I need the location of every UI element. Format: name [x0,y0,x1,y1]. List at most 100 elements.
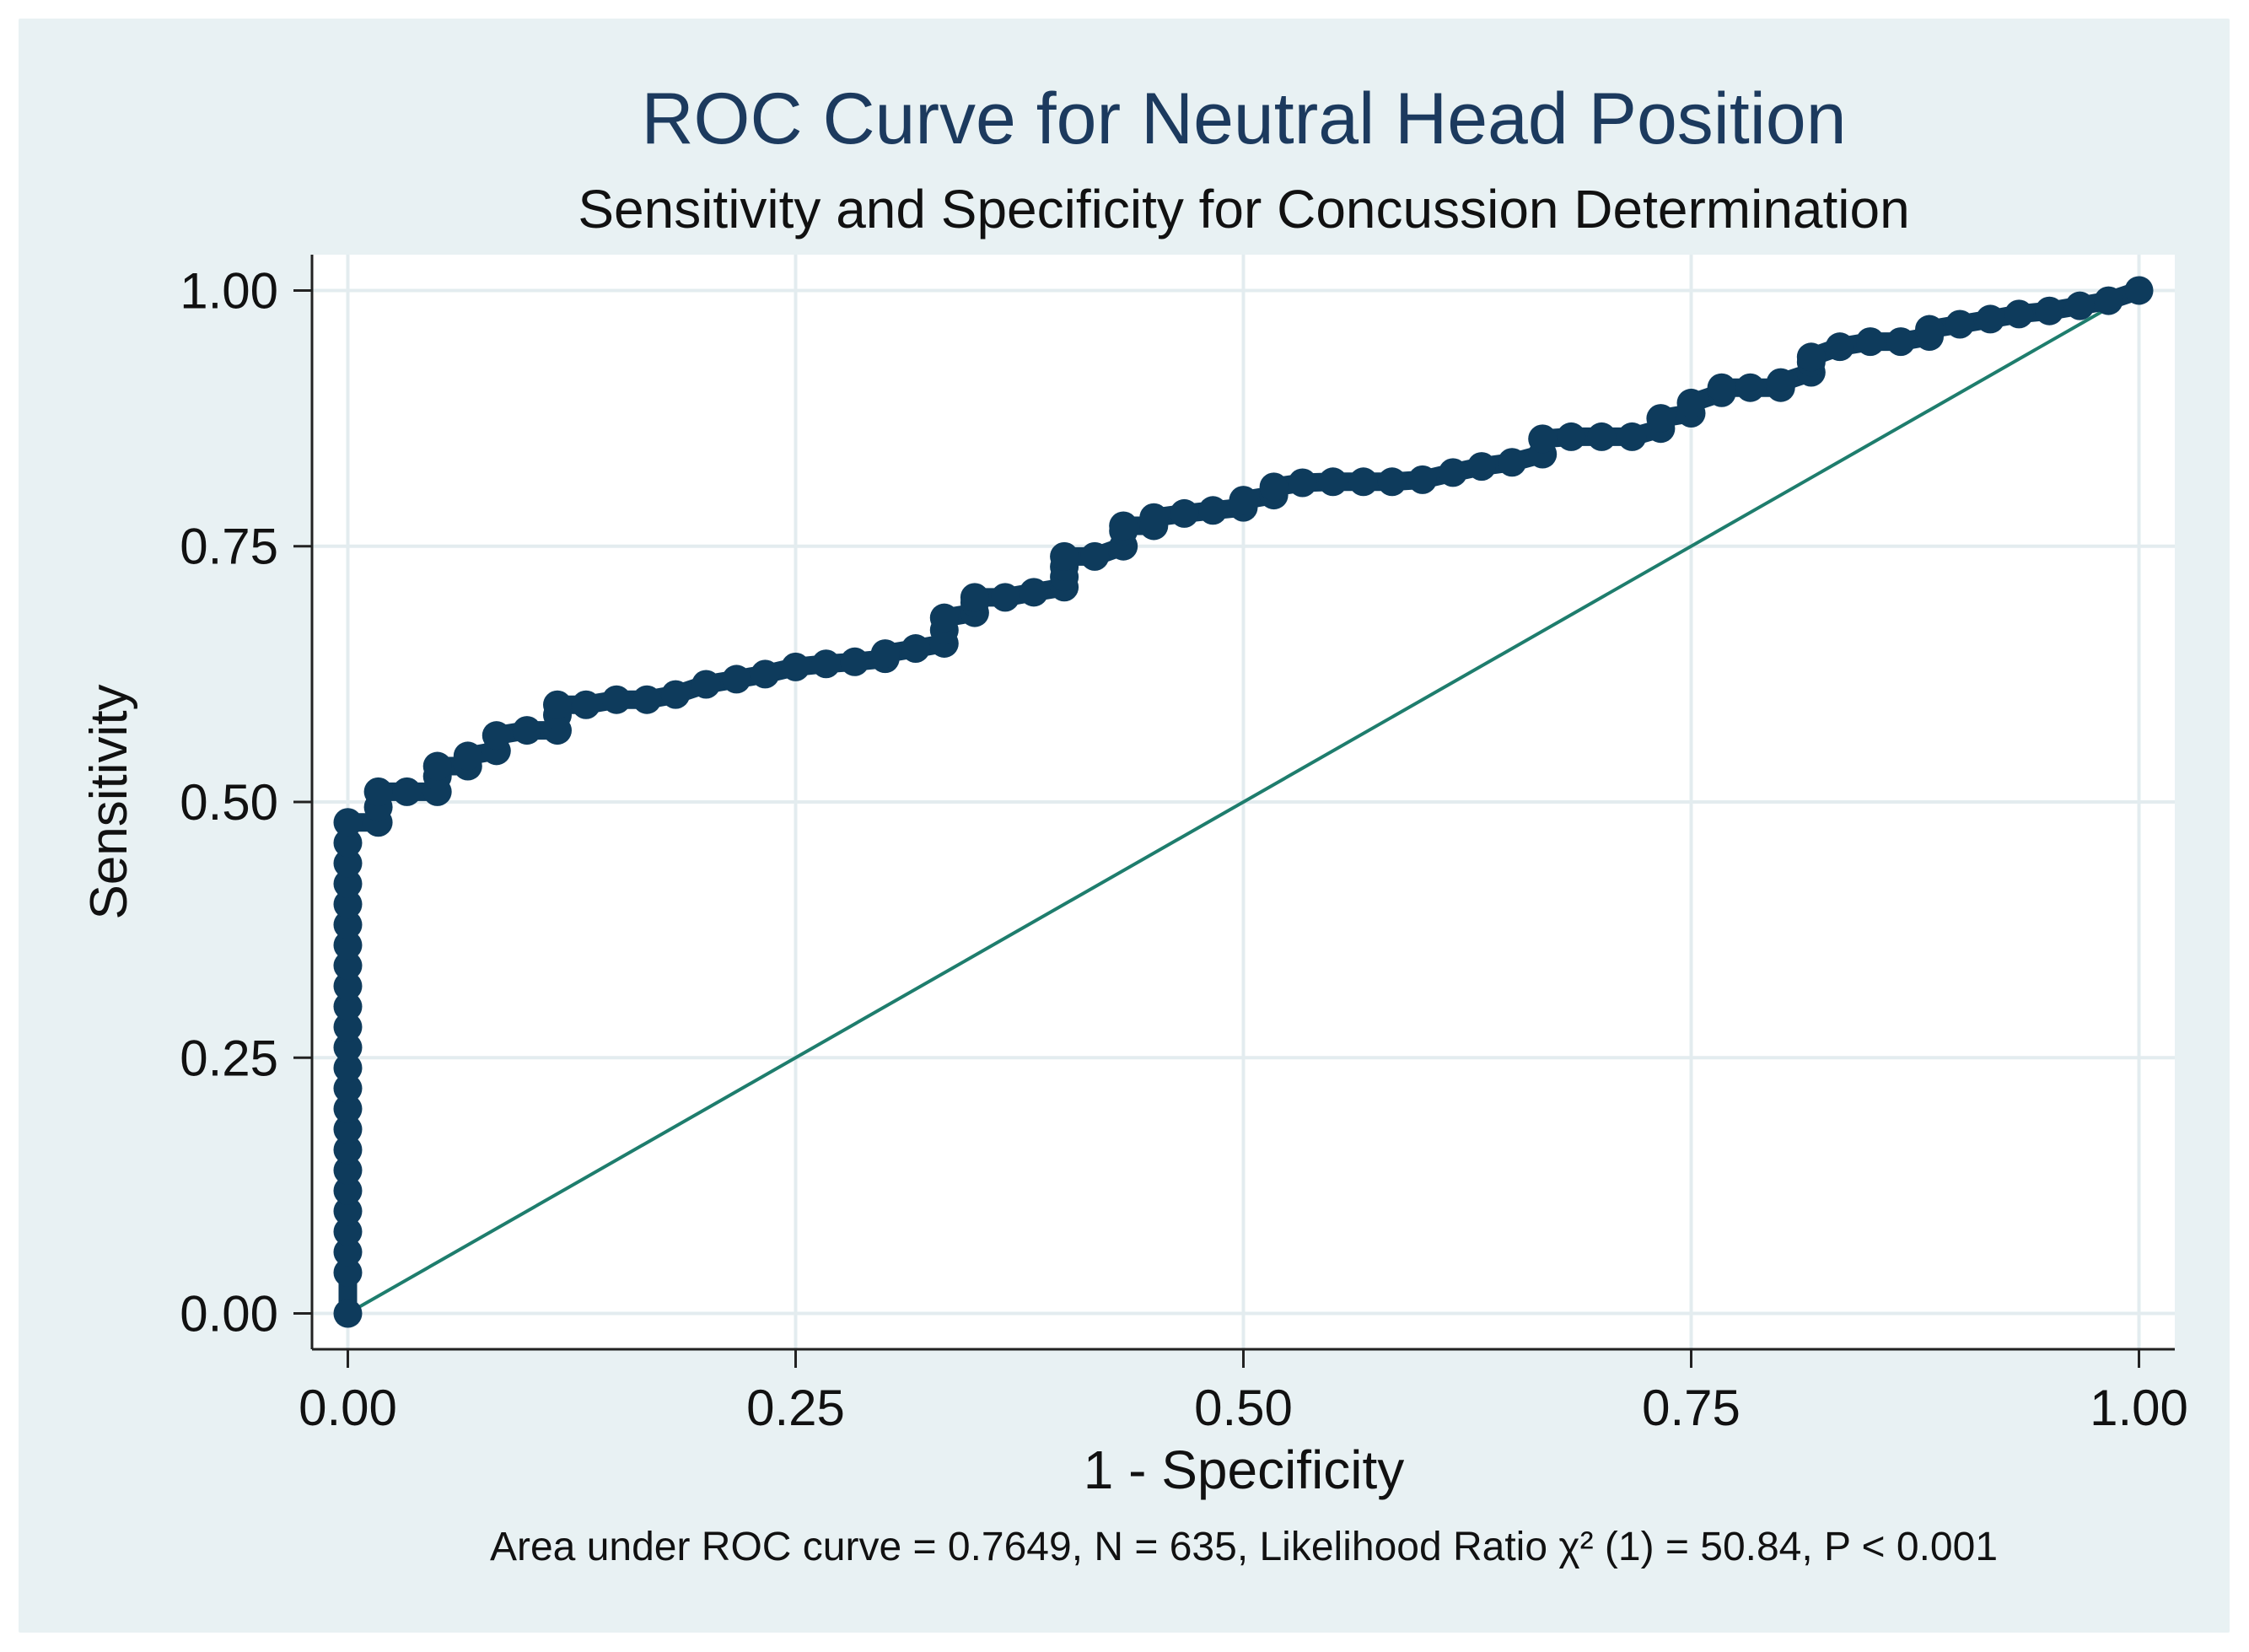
roc-point-10 [333,1074,363,1103]
roc-point-20 [333,869,363,899]
roc-point-111 [2094,286,2123,315]
roc-point-73 [1229,486,1258,515]
roc-point-63 [1050,541,1079,571]
roc-point-18 [333,910,363,939]
roc-point-21 [333,848,363,878]
roc-point-79 [1377,467,1407,497]
roc-point-76 [1288,468,1317,498]
roc-point-17 [333,930,363,960]
roc-point-107 [1976,304,2005,334]
roc-point-15 [333,971,363,1001]
roc-point-39 [571,690,600,719]
roc-point-78 [1348,467,1378,497]
roc-point-94 [1707,373,1736,402]
roc-point-40 [602,685,632,714]
roc-point-5 [333,1176,363,1205]
gridlines [312,255,2175,1349]
y-axis-label: Sensitivity [80,684,138,919]
roc-point-6 [333,1155,363,1185]
roc-curve-layer [333,276,2154,1328]
roc-point-1 [333,1258,363,1288]
roc-point-75 [1259,472,1289,502]
roc-point-92 [1676,388,1706,417]
roc-point-64 [1080,541,1110,571]
roc-point-0 [333,1299,363,1328]
roc-point-103 [1886,327,1916,357]
roc-point-83 [1498,448,1527,477]
roc-point-26 [363,777,393,806]
roc-point-23 [333,808,363,837]
roc-point-19 [333,890,363,919]
roc-point-90 [1646,404,1676,433]
roc-point-2 [333,1237,363,1267]
roc-point-12 [333,1033,363,1063]
roc-point-3 [333,1217,363,1246]
roc-point-43 [691,670,721,699]
roc-point-38 [542,690,572,719]
roc-point-35 [512,716,541,745]
roc-point-16 [333,951,363,981]
chart-footnote: Area under ROC curve = 0.7649, N = 635, … [490,1525,1998,1569]
y-tick-label-2: 0.50 [180,774,278,831]
x-tick-label-2: 0.50 [1194,1380,1293,1436]
roc-point-32 [453,741,482,771]
roc-point-57 [960,583,989,612]
axis-ticks: 0.00 0.25 0.50 0.75 1.00 0.00 0.25 0.50 0.75 1.00 [180,262,2188,1436]
y-tick-label-0: 0.00 [180,1286,278,1343]
roc-point-67 [1109,511,1138,541]
roc-point-41 [632,685,662,714]
roc-point-30 [422,751,452,781]
roc-point-106 [1945,309,1975,339]
reference-line [347,288,2140,1316]
roc-point-13 [333,1012,363,1041]
roc-point-34 [482,721,511,751]
roc-point-45 [751,659,780,689]
roc-point-100 [1796,342,1826,372]
roc-point-44 [722,665,751,694]
roc-point-58 [991,583,1020,612]
roc-point-70 [1170,498,1199,528]
roc-point-95 [1735,373,1765,402]
roc-point-27 [392,777,422,806]
roc-point-80 [1407,465,1437,494]
roc-point-50 [870,639,900,669]
y-tick-label-1: 0.25 [180,1030,278,1086]
x-axis-label: 1 - Specificity [1084,1439,1405,1500]
roc-point-97 [1766,368,1795,397]
roc-point-51 [901,634,930,664]
y-tick-label-4: 1.00 [180,262,278,319]
roc-point-4 [333,1197,363,1226]
roc-point-82 [1466,452,1496,482]
roc-point-22 [333,828,363,858]
chart-title: ROC Curve for Neutral Head Position [641,78,1846,159]
roc-point-87 [1587,422,1617,451]
roc-point-9 [333,1094,363,1123]
roc-point-11 [333,1053,363,1083]
roc-point-109 [2035,296,2064,326]
roc-point-8 [333,1115,363,1144]
roc-point-69 [1139,503,1169,532]
roc-point-7 [333,1135,363,1165]
roc-point-14 [333,992,363,1021]
roc-point-59 [1019,578,1048,607]
roc-point-71 [1198,496,1228,525]
roc-point-108 [2004,299,2034,329]
x-tick-label-4: 1.00 [2090,1380,2188,1436]
roc-point-48 [840,647,869,676]
roc-point-112 [2124,276,2154,305]
roc-point-81 [1439,458,1468,487]
roc-point-46 [781,652,810,681]
roc-point-102 [1855,327,1885,357]
roc-point-105 [1915,315,1945,344]
roc-point-54 [929,603,959,632]
roc-point-47 [811,649,841,679]
x-tick-label-3: 0.75 [1642,1380,1741,1436]
chart-subtitle: Sensitivity and Specificity for Concussi… [578,179,1909,239]
roc-point-85 [1528,424,1558,454]
roc-point-110 [2065,291,2095,320]
x-tick-label-1: 0.25 [746,1380,845,1436]
reference-line-layer [347,288,2140,1316]
roc-point-101 [1825,332,1854,362]
y-tick-label-3: 0.75 [180,519,278,575]
